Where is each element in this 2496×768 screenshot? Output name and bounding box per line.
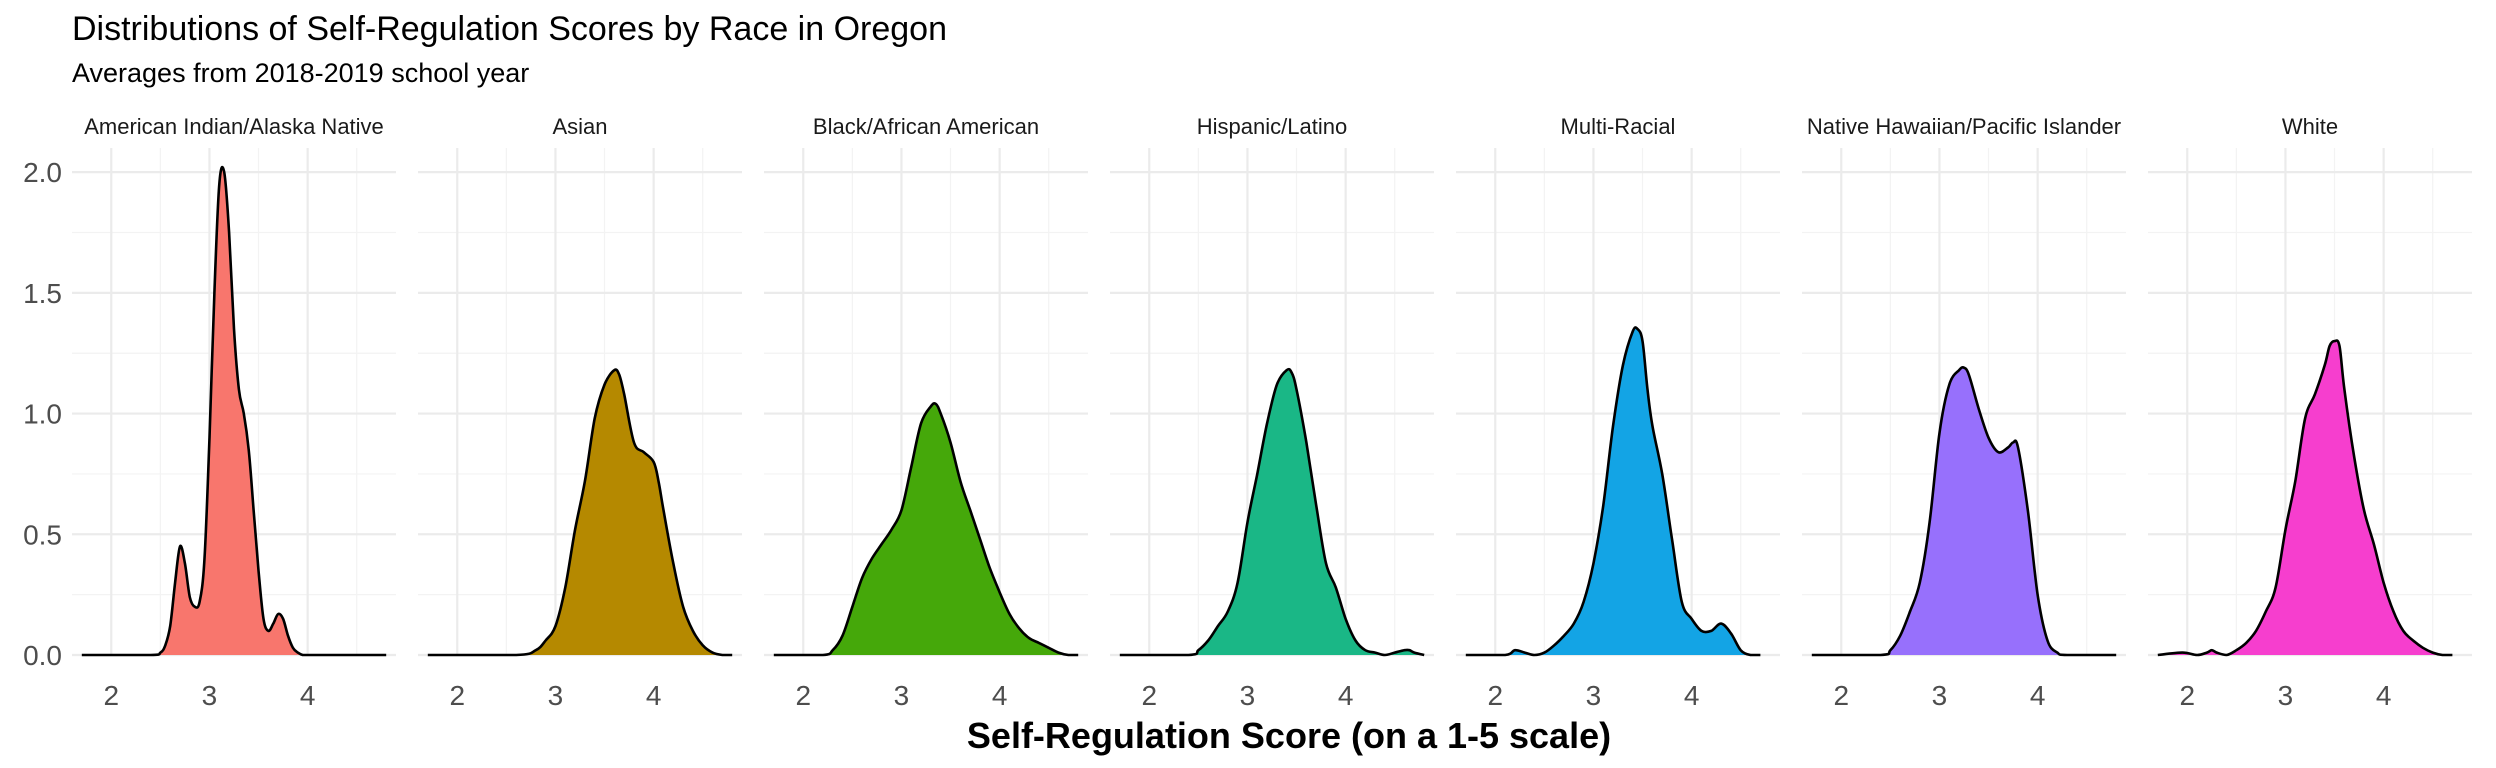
facet-native-hawaiian-pacific-islander: Native Hawaiian/Pacific Islander 2 3 4 bbox=[1802, 114, 2126, 711]
facet-panels: American Indian/Alaska Native 2 3 4 Asian 2 3 4… bbox=[72, 114, 2472, 711]
density-area bbox=[2157, 340, 2453, 655]
density-area bbox=[1465, 327, 1761, 655]
density-line bbox=[773, 401, 1079, 657]
facet-strip-label: Black/African American bbox=[813, 114, 1039, 139]
x-tick-label: 3 bbox=[1240, 680, 1256, 711]
density-line bbox=[2157, 339, 2453, 657]
density-area bbox=[773, 403, 1079, 655]
density-line bbox=[81, 165, 387, 657]
x-tick-label: 4 bbox=[646, 680, 662, 711]
density-line bbox=[1119, 367, 1425, 657]
facet-strip-label: Multi-Racial bbox=[1561, 114, 1676, 139]
facet-strip-label: White bbox=[2282, 114, 2338, 139]
x-tick-label: 4 bbox=[1684, 680, 1700, 711]
x-axis-label: Self-Regulation Score (on a 1-5 scale) bbox=[967, 715, 1611, 756]
x-tick-label: 4 bbox=[300, 680, 316, 711]
x-tick-label: 2 bbox=[449, 680, 465, 711]
facet-white: White 2 3 4 bbox=[2148, 114, 2472, 711]
x-tick-label: 3 bbox=[548, 680, 564, 711]
facet-strip-label: Asian bbox=[552, 114, 607, 139]
density-line bbox=[1811, 366, 2117, 657]
y-tick-label: 0.5 bbox=[23, 519, 62, 550]
chart-subtitle: Averages from 2018-2019 school year bbox=[72, 58, 529, 88]
x-tick-label: 2 bbox=[103, 680, 119, 711]
facet-multi-racial: Multi-Racial 2 3 4 bbox=[1456, 114, 1780, 711]
x-tick-label: 4 bbox=[992, 680, 1008, 711]
density-area bbox=[81, 167, 387, 655]
facet-american-indian-alaska-native: American Indian/Alaska Native 2 3 4 bbox=[72, 114, 396, 711]
y-tick-label: 1.0 bbox=[23, 399, 62, 430]
y-axis: 0.0 0.5 1.0 1.5 2.0 bbox=[23, 157, 62, 671]
x-tick-label: 3 bbox=[894, 680, 910, 711]
density-line bbox=[1465, 326, 1761, 657]
facet-strip-label: American Indian/Alaska Native bbox=[84, 114, 384, 139]
x-tick-label: 4 bbox=[2376, 680, 2392, 711]
x-tick-label: 3 bbox=[202, 680, 218, 711]
x-tick-label: 3 bbox=[2278, 680, 2294, 711]
facet-black-african-american: Black/African American 2 3 4 bbox=[764, 114, 1088, 711]
x-tick-label: 2 bbox=[1487, 680, 1503, 711]
facet-strip-label: Hispanic/Latino bbox=[1197, 114, 1347, 139]
chart-title: Distributions of Self-Regulation Scores … bbox=[72, 10, 947, 48]
x-tick-label: 2 bbox=[1833, 680, 1849, 711]
density-area bbox=[427, 369, 733, 655]
x-tick-label: 2 bbox=[2179, 680, 2195, 711]
x-tick-label: 4 bbox=[2030, 680, 2046, 711]
x-tick-label: 2 bbox=[1141, 680, 1157, 711]
y-tick-label: 2.0 bbox=[23, 157, 62, 188]
density-area bbox=[1119, 369, 1425, 655]
y-tick-label: 1.5 bbox=[23, 278, 62, 309]
y-tick-label: 0.0 bbox=[23, 640, 62, 671]
x-tick-label: 4 bbox=[1338, 680, 1354, 711]
facet-asian: Asian 2 3 4 bbox=[418, 114, 742, 711]
facet-strip-label: Native Hawaiian/Pacific Islander bbox=[1807, 114, 2121, 139]
x-tick-label: 3 bbox=[1586, 680, 1602, 711]
facet-hispanic-latino: Hispanic/Latino 2 3 4 bbox=[1110, 114, 1434, 711]
x-tick-label: 2 bbox=[795, 680, 811, 711]
density-area bbox=[1811, 367, 2117, 655]
x-tick-label: 3 bbox=[1932, 680, 1948, 711]
density-line bbox=[427, 368, 733, 657]
